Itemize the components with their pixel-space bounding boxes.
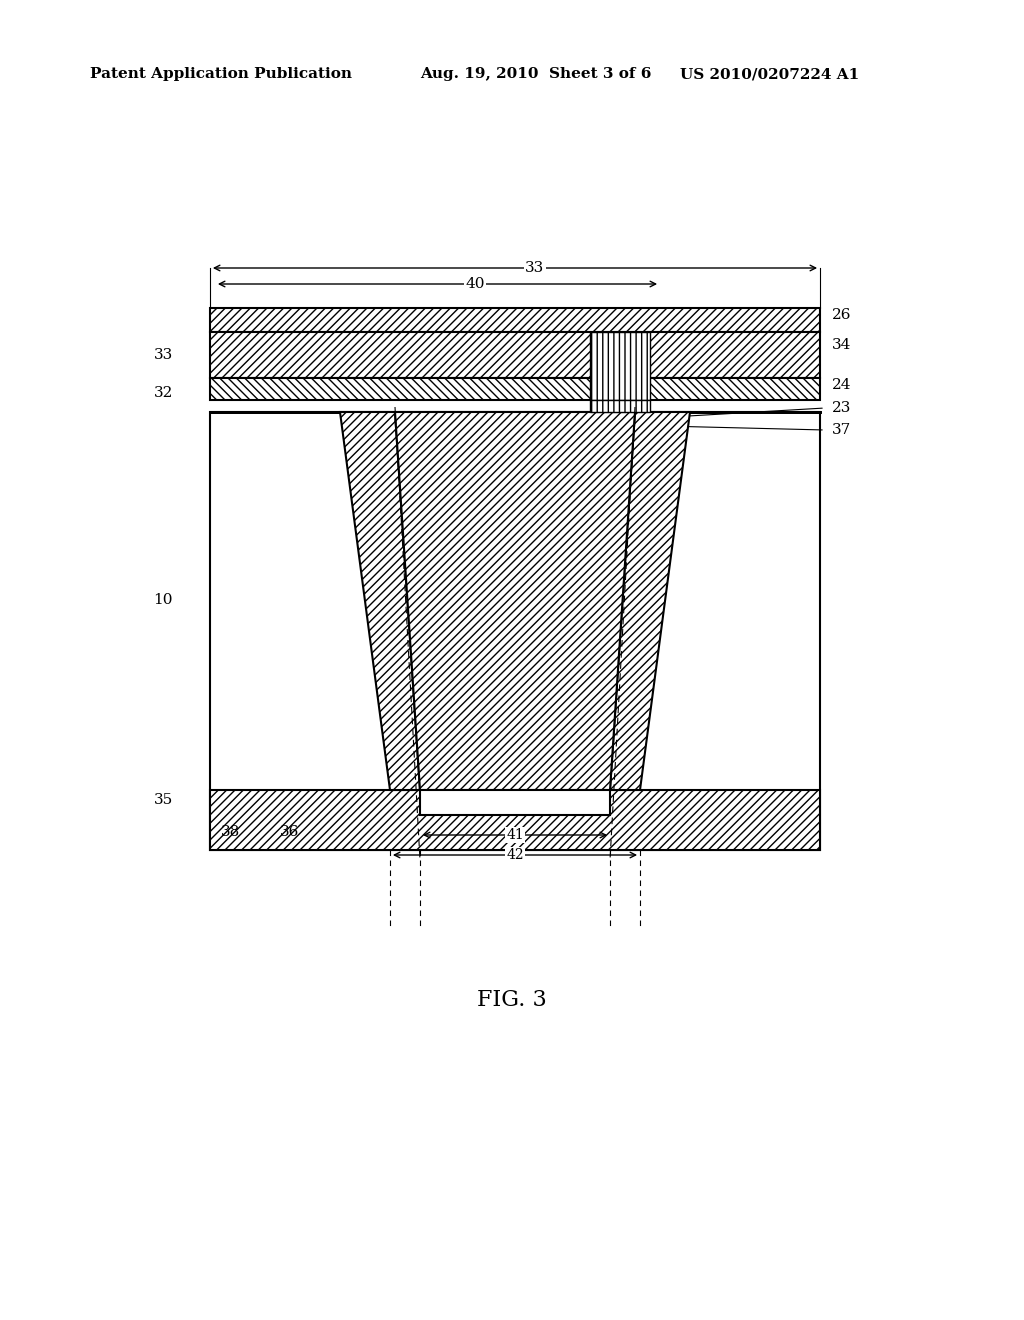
Polygon shape (395, 412, 635, 789)
Text: 32: 32 (154, 385, 173, 400)
Text: 33: 33 (525, 261, 545, 275)
Text: 36: 36 (281, 825, 300, 840)
Text: FIG. 3: FIG. 3 (477, 989, 547, 1011)
Text: US 2010/0207224 A1: US 2010/0207224 A1 (680, 67, 859, 81)
Polygon shape (210, 789, 820, 850)
Text: 35: 35 (154, 793, 173, 807)
Text: 40: 40 (465, 277, 484, 290)
Text: 41: 41 (506, 828, 524, 842)
Polygon shape (610, 412, 690, 789)
Text: 38: 38 (220, 825, 240, 840)
Polygon shape (420, 789, 610, 814)
Text: 34: 34 (831, 338, 851, 352)
Polygon shape (210, 308, 820, 333)
Text: 24: 24 (831, 378, 852, 392)
Polygon shape (590, 400, 650, 412)
Polygon shape (210, 412, 820, 850)
Text: 37: 37 (831, 422, 851, 437)
Text: 26: 26 (831, 308, 852, 322)
Text: Patent Application Publication: Patent Application Publication (90, 67, 352, 81)
Text: 42: 42 (506, 847, 524, 862)
Polygon shape (590, 333, 650, 400)
Text: 33: 33 (154, 348, 173, 362)
Text: Aug. 19, 2010  Sheet 3 of 6: Aug. 19, 2010 Sheet 3 of 6 (420, 67, 651, 81)
Polygon shape (340, 412, 420, 789)
Polygon shape (210, 333, 820, 378)
Text: 10: 10 (154, 593, 173, 607)
Polygon shape (210, 378, 820, 400)
Text: 23: 23 (831, 401, 851, 414)
